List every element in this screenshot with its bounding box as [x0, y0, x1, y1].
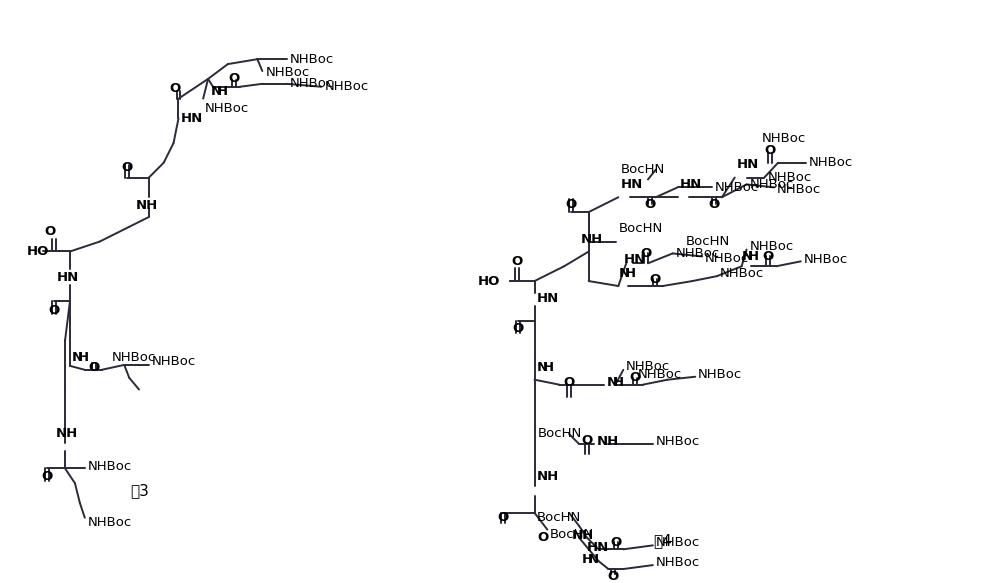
Text: NHBoc: NHBoc: [750, 240, 794, 253]
Text: H: H: [78, 352, 89, 364]
Text: O: O: [765, 145, 776, 157]
Text: NHBoc: NHBoc: [698, 368, 742, 381]
Text: O: O: [511, 255, 522, 268]
Text: NHBoc: NHBoc: [705, 252, 749, 265]
Text: O: O: [629, 371, 641, 384]
Text: HN: HN: [737, 158, 759, 171]
Text: O: O: [497, 511, 509, 524]
Text: NHBoc: NHBoc: [152, 356, 196, 368]
Text: NHBoc: NHBoc: [804, 253, 848, 266]
Text: O: O: [640, 247, 652, 260]
Text: BocHN: BocHN: [536, 511, 581, 524]
Text: O: O: [649, 273, 660, 286]
Text: N: N: [742, 250, 753, 263]
Text: O: O: [708, 198, 720, 210]
Text: H: H: [748, 250, 759, 263]
Text: HO: HO: [478, 275, 500, 287]
Text: NHBoc: NHBoc: [265, 66, 310, 79]
Text: NHBoc: NHBoc: [767, 171, 812, 184]
Text: NHBoc: NHBoc: [656, 436, 700, 448]
Text: HO: HO: [27, 245, 49, 258]
Text: O: O: [581, 434, 592, 447]
Text: NHBoc: NHBoc: [809, 156, 853, 169]
Text: NH: NH: [572, 529, 594, 542]
Text: NHBoc: NHBoc: [205, 102, 249, 115]
Text: HN: HN: [679, 178, 702, 191]
Text: BocHN: BocHN: [618, 222, 663, 236]
Text: HN: HN: [623, 253, 646, 266]
Text: O: O: [49, 304, 60, 317]
Text: NH: NH: [597, 436, 619, 448]
Text: HN: HN: [536, 292, 559, 305]
Text: H: H: [612, 376, 624, 389]
Text: NHBoc: NHBoc: [290, 52, 334, 66]
Text: N: N: [588, 553, 599, 566]
Text: H: H: [542, 361, 554, 374]
Text: NHBoc: NHBoc: [324, 80, 369, 93]
Text: O: O: [512, 322, 523, 335]
Text: O: O: [228, 72, 239, 85]
Text: HN: HN: [180, 112, 203, 125]
Text: O: O: [45, 225, 56, 238]
Text: 式4: 式4: [653, 533, 672, 548]
Text: BocHN: BocHN: [549, 528, 594, 541]
Text: NHBoc: NHBoc: [656, 556, 700, 568]
Text: O: O: [644, 198, 656, 210]
Text: O: O: [763, 250, 774, 263]
Text: H: H: [217, 85, 228, 98]
Text: O: O: [565, 198, 577, 210]
Text: O: O: [608, 570, 619, 583]
Text: O: O: [169, 82, 180, 95]
Text: NHBoc: NHBoc: [656, 536, 700, 549]
Text: HN: HN: [57, 271, 79, 283]
Text: NH: NH: [56, 427, 78, 440]
Text: NHBoc: NHBoc: [88, 460, 132, 473]
Text: NHBoc: NHBoc: [111, 352, 156, 364]
Text: NH: NH: [136, 199, 158, 212]
Text: NHBoc: NHBoc: [715, 181, 759, 194]
Text: N: N: [618, 266, 629, 280]
Text: HN: HN: [620, 178, 643, 191]
Text: NHBoc: NHBoc: [626, 360, 670, 373]
Text: N: N: [211, 85, 222, 98]
Text: BocHN: BocHN: [685, 235, 730, 248]
Text: NHBoc: NHBoc: [676, 247, 720, 260]
Text: HN: HN: [587, 541, 609, 554]
Text: O: O: [538, 531, 549, 544]
Text: NHBoc: NHBoc: [720, 266, 764, 280]
Text: N: N: [72, 352, 83, 364]
Text: NHBoc: NHBoc: [750, 178, 794, 191]
Text: BocHN: BocHN: [620, 163, 665, 176]
Text: NHBoc: NHBoc: [290, 78, 334, 90]
Text: O: O: [42, 470, 53, 483]
Text: NH: NH: [536, 470, 559, 483]
Text: NHBoc: NHBoc: [638, 368, 682, 381]
Text: O: O: [122, 161, 133, 174]
Text: N: N: [536, 361, 548, 374]
Text: H: H: [624, 266, 635, 280]
Text: O: O: [611, 536, 622, 549]
Text: O: O: [563, 376, 575, 389]
Text: 式3: 式3: [131, 484, 149, 498]
Text: N: N: [607, 376, 618, 389]
Text: O: O: [88, 361, 99, 374]
Text: BocHN: BocHN: [537, 427, 582, 440]
Text: NHBoc: NHBoc: [761, 132, 806, 145]
Text: H: H: [582, 553, 593, 566]
Text: NHBoc: NHBoc: [88, 516, 132, 529]
Text: NHBoc: NHBoc: [777, 183, 821, 196]
Text: NH: NH: [581, 233, 603, 246]
